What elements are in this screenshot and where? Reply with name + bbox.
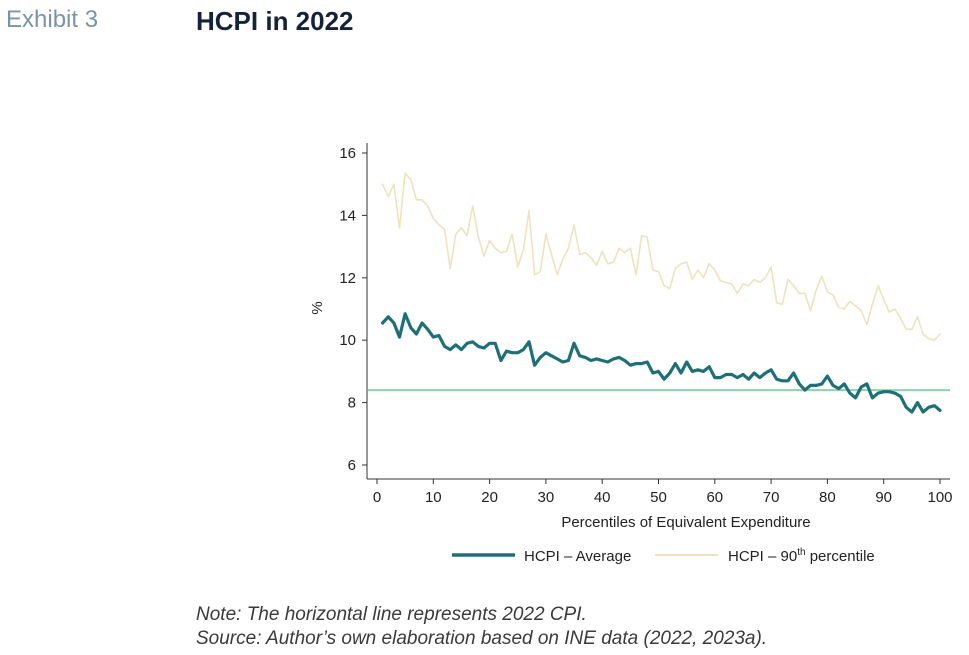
x-tick-label: 60 [706,489,723,506]
x-tick-label: 10 [425,489,442,506]
x-tick-label: 40 [594,489,611,506]
x-tick-label: 100 [927,489,952,506]
series-group [381,172,942,414]
x-tick-label: 20 [481,489,498,506]
x-tick-label: 80 [819,489,836,506]
legend-label-90th: HCPI – 90th percentile [728,547,875,565]
x-tick-label: 50 [650,489,667,506]
note-text: Note: The horizontal line represents 202… [196,604,587,625]
y-axis-label: % [309,301,326,314]
chart-title: HCPI in 2022 [196,6,354,36]
legend-label-average: HCPI – Average [524,548,631,565]
y-tick-label: 6 [348,457,356,474]
x-axis-label: Percentiles of Equivalent Expenditure [561,514,810,531]
x-tick-label: 30 [538,489,555,506]
legend: HCPI – Average HCPI – 90th percentile [452,547,875,565]
x-tick-label: 70 [763,489,780,506]
x-tick-label: 90 [875,489,892,506]
y-tick-label: 12 [339,270,356,287]
exhibit-label: Exhibit 3 [6,6,99,33]
y-tick-label: 10 [339,332,356,349]
source-text: Source: Author’s own elaboration based o… [196,628,768,649]
x-tick-label: 0 [373,489,381,506]
y-tick-label: 14 [339,207,356,224]
series-90th-percentile-line [381,172,941,342]
axes: 6 8 10 12 14 16 0 10 20 30 40 50 60 70 80 90 100 Percenti… [309,143,953,531]
y-tick-label: 16 [339,145,356,162]
series-average-line [381,312,942,414]
y-tick-label: 8 [348,395,356,412]
